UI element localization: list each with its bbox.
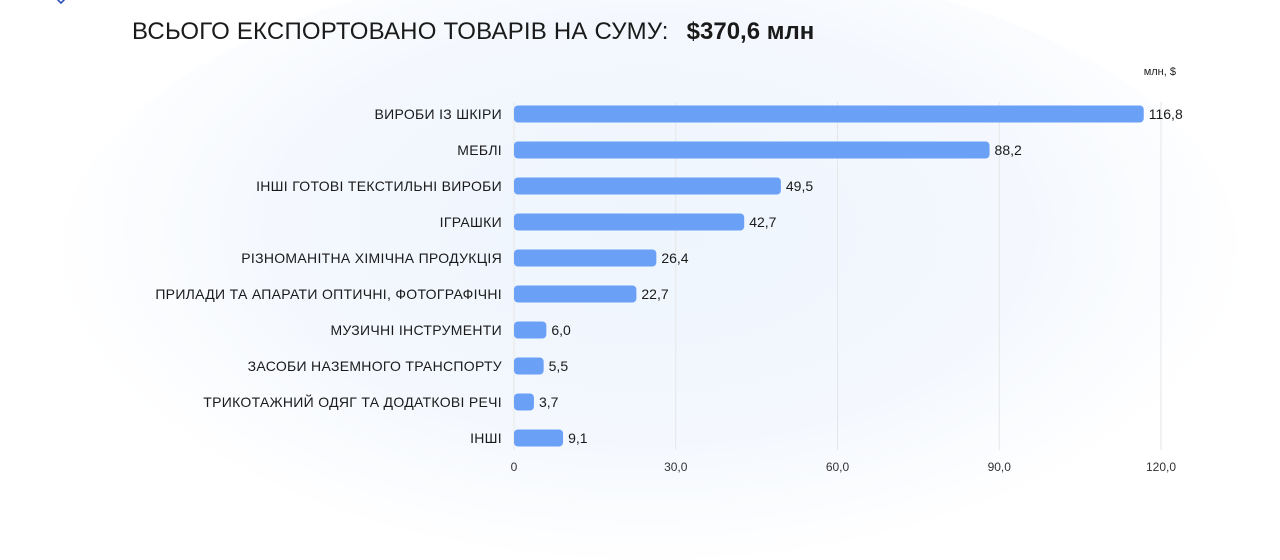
x-tick-label: 30,0 [664,460,688,474]
bar [514,141,990,159]
bar [514,105,1144,123]
value-label: 116,8 [1149,106,1183,122]
total-export-value: $370,6 млн [686,18,815,45]
bar [514,393,534,411]
bar-layer [514,105,1144,447]
bar [514,321,547,339]
value-label: 22,7 [641,286,668,302]
value-label: 49,5 [786,178,813,194]
grid-layer [513,102,1162,450]
value-label: 5,5 [549,358,569,374]
bar [514,249,657,267]
background-glow [60,0,1240,560]
value-label: 9,1 [568,430,588,446]
x-tick-label: 0 [511,460,518,474]
label-layer: 0 30,0 60,0 90,0 120,0 ВИРОБИ ІЗ ШКІРИ 116,8 МЕ… [155,106,1183,474]
bar [514,177,781,195]
category-label: ВИРОБИ ІЗ ШКІРИ [375,106,502,122]
category-label: ЗАСОБИ НАЗЕМНОГО ТРАНСПОРТУ [248,358,502,374]
category-label: ТРИКОТАЖНИЙ ОДЯГ ТА ДОДАТКОВІ РЕЧІ [203,393,502,410]
category-label: ПРИЛАДИ ТА АПАРАТИ ОПТИЧНІ, ФОТОГРАФІЧНІ [155,286,502,302]
category-label: РІЗНОМАНІТНА ХІМІЧНА ПРОДУКЦІЯ [241,250,502,266]
export-bar-chart: 0 30,0 60,0 90,0 120,0 ВИРОБИ ІЗ ШКІРИ 116,8 МЕ… [155,66,1183,474]
title-label: ВСЬОГО ЕКСПОРТОВАНО ТОВАРІВ НА СУМУ: [132,18,669,45]
value-label: 6,0 [551,322,571,338]
bar [514,285,637,303]
x-tick-label: 90,0 [988,460,1012,474]
category-label: МУЗИЧНІ ІНСТРУМЕНТИ [330,322,502,338]
value-label: 88,2 [995,142,1022,158]
bar [514,429,564,447]
category-label: ІГРАШКИ [440,214,502,230]
unit-label: млн, $ [1144,66,1176,78]
bar [514,213,745,231]
category-label: ІНШІ [470,430,502,446]
value-label: 3,7 [539,394,559,410]
bar [514,357,544,375]
value-label: 42,7 [749,214,776,230]
value-label: 26,4 [661,250,688,266]
x-tick-label: 60,0 [826,460,850,474]
category-label: МЕБЛІ [457,142,502,158]
page-title: ВСЬОГО ЕКСПОРТОВАНО ТОВАРІВ НА СУМУ: $37… [132,15,814,49]
x-tick-label: 120,0 [1146,460,1176,474]
category-label: ІНШІ ГОТОВІ ТЕКСТИЛЬНІ ВИРОБИ [256,178,502,194]
